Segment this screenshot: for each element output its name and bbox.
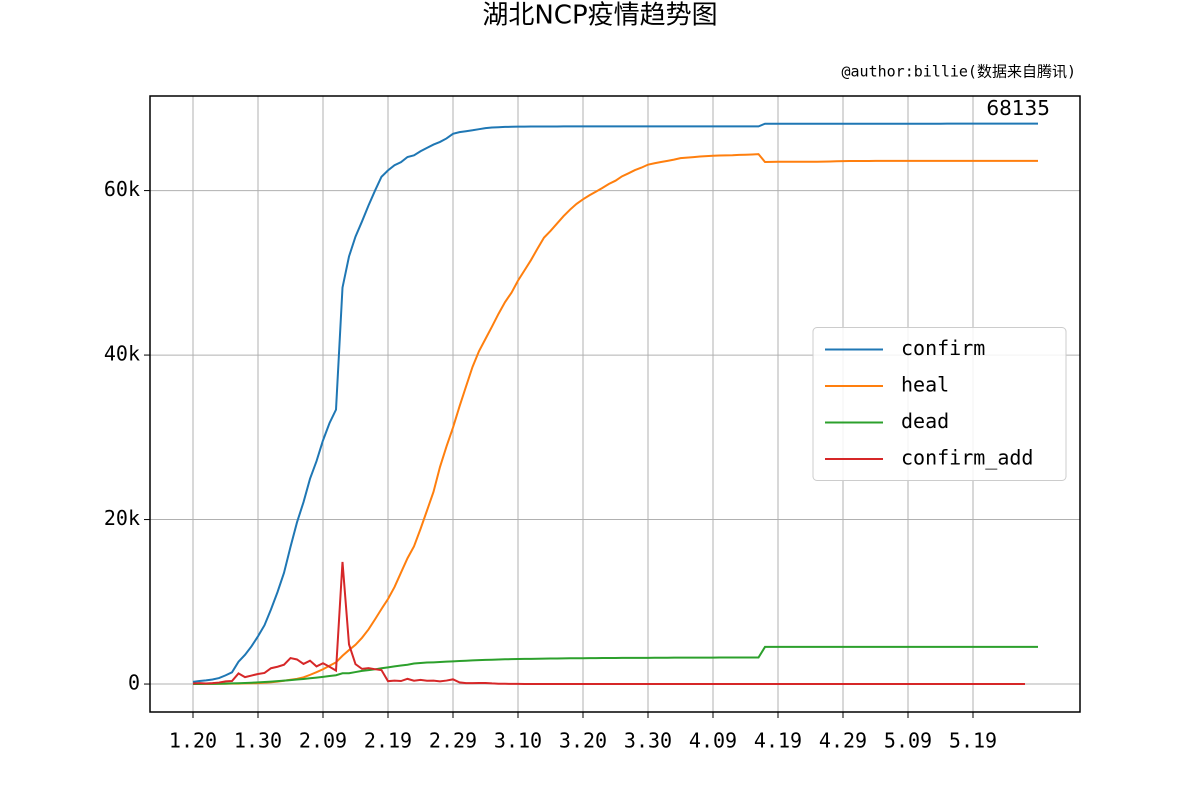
- x-tick-label: 5.09: [884, 729, 932, 753]
- x-tick-label: 3.20: [559, 729, 607, 753]
- annotation: 68135: [986, 96, 1050, 120]
- legend-box: [812, 327, 1067, 481]
- x-tick-label: 4.29: [819, 729, 867, 753]
- x-tick-label: 2.29: [429, 729, 477, 753]
- chart-title: 湖北NCP疫情趋势图: [482, 1, 717, 31]
- plot-frame: [149, 95, 1081, 713]
- legend-label: dead: [901, 409, 949, 433]
- x-tick-label: 4.09: [689, 729, 737, 753]
- x-tick-label: 1.30: [234, 729, 282, 753]
- x-tick-label: 3.30: [624, 729, 672, 753]
- x-tick-label: 4.19: [754, 729, 802, 753]
- x-tick-label: 2.19: [364, 729, 412, 753]
- series-line: [192, 645, 1038, 685]
- legend-label: confirm_add: [901, 446, 1033, 470]
- series-line: [192, 561, 1025, 686]
- x-tick-label: 1.20: [169, 729, 217, 753]
- y-tick-label: 20k: [104, 506, 140, 530]
- legend-label: confirm: [901, 336, 985, 360]
- y-tick-label: 0: [128, 671, 140, 695]
- series-line: [192, 122, 1038, 683]
- chart-subtitle: @author:billie(数据来自腾讯): [842, 63, 1077, 81]
- y-tick-label: 40k: [104, 342, 140, 366]
- x-tick-label: 2.09: [299, 729, 347, 753]
- series-line: [193, 153, 1038, 685]
- legend-label: heal: [901, 373, 949, 397]
- y-tick-label: 60k: [104, 177, 140, 201]
- x-tick-label: 3.10: [494, 729, 542, 753]
- x-tick-label: 5.19: [949, 729, 997, 753]
